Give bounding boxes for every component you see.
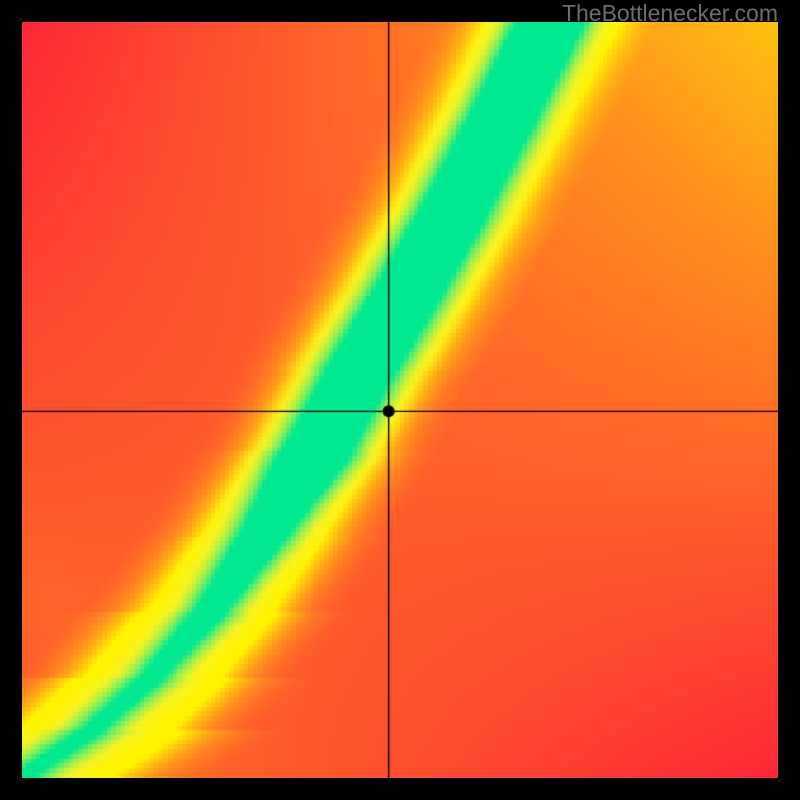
- bottleneck-heatmap: [22, 22, 778, 778]
- chart-container: TheBottlenecker.com: [0, 0, 800, 800]
